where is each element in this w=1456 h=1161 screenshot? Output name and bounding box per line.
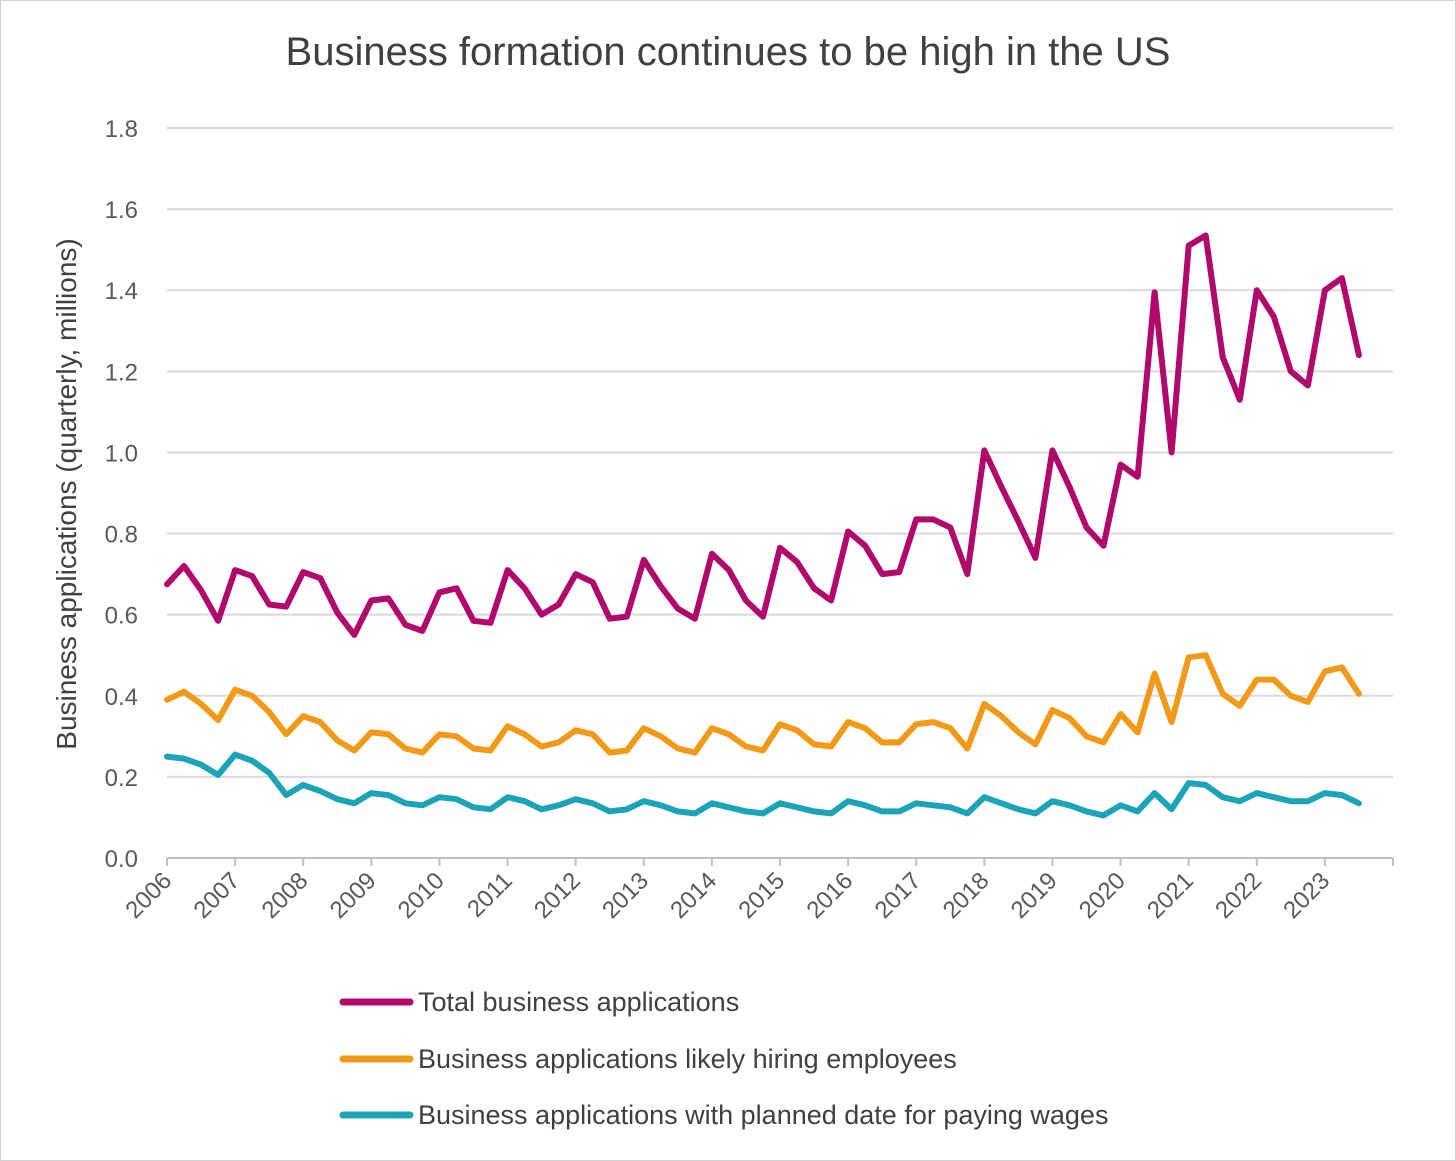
x-tick-label: 2017 — [870, 867, 927, 924]
gridlines — [167, 127, 1393, 778]
series-lines — [164, 232, 1362, 819]
y-tick-label: 1.2 — [105, 359, 138, 386]
x-tick-label: 2008 — [257, 867, 314, 924]
y-tick-label: 1.6 — [105, 197, 138, 224]
y-axis-ticks: 0.0 0.2 0.4 0.6 0.8 1.0 1.2 1.4 1.6 1.8 — [105, 116, 138, 873]
x-tick-label: 2010 — [393, 867, 450, 924]
series-line — [164, 232, 1362, 638]
y-tick-label: 0.0 — [105, 846, 138, 873]
x-tick-label: 2015 — [733, 867, 790, 924]
y-tick-label: 1.8 — [105, 116, 138, 143]
x-tick-label: 2023 — [1278, 867, 1335, 924]
x-tick-label: 2009 — [325, 867, 382, 924]
legend: Total business applications Business appl… — [339, 987, 1108, 1130]
y-tick-label: 1.4 — [105, 278, 138, 305]
series-line — [164, 751, 1362, 819]
x-tick-label: 2016 — [802, 867, 859, 924]
y-tick-label: 0.4 — [105, 684, 138, 711]
y-axis-label: Business applications (quarterly, millio… — [51, 238, 82, 749]
x-tick-label: 2021 — [1142, 867, 1199, 924]
x-tick-label: 2019 — [1006, 867, 1063, 924]
y-tick-label: 0.8 — [105, 522, 138, 549]
legend-label: Business applications likely hiring empl… — [418, 1044, 957, 1074]
x-axis: 2006 2007 2008 2009 2010 2011 2012 2013 2014 2015… — [120, 857, 1394, 924]
y-tick-label: 0.2 — [105, 765, 138, 792]
x-tick-label: 2022 — [1210, 867, 1267, 924]
x-tick-label: 2014 — [665, 867, 722, 924]
x-tick-label: 2007 — [189, 867, 246, 924]
x-tick-label: 2020 — [1074, 867, 1131, 924]
x-tick-label: 2018 — [938, 867, 995, 924]
x-tick-label: 2013 — [597, 867, 654, 924]
chart-title: Business formation continues to be high … — [285, 30, 1171, 74]
y-tick-label: 1.0 — [105, 440, 138, 467]
legend-label: Business applications with planned date … — [418, 1100, 1108, 1130]
x-tick-label: 2012 — [529, 867, 586, 924]
series-line — [164, 652, 1362, 756]
legend-label: Total business applications — [418, 987, 739, 1017]
x-tick-label: 2011 — [462, 867, 518, 923]
y-tick-label: 0.6 — [105, 603, 138, 630]
x-tick-label: 2006 — [120, 867, 177, 924]
